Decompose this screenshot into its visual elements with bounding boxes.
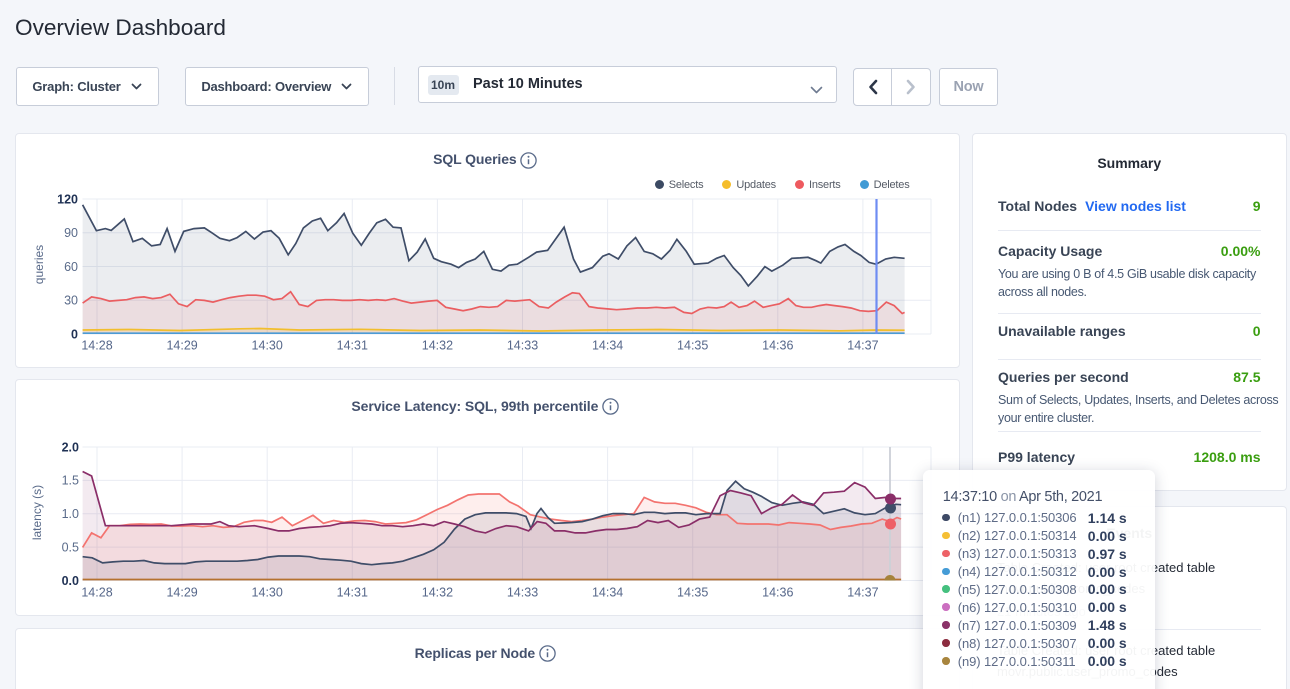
svg-text:14:28: 14:28 <box>81 338 112 352</box>
svg-text:14:32: 14:32 <box>422 338 453 352</box>
svg-text:14:34: 14:34 <box>592 585 623 599</box>
svg-text:14:30: 14:30 <box>252 338 283 352</box>
svg-text:14:29: 14:29 <box>166 338 197 352</box>
svg-text:14:32: 14:32 <box>422 585 453 599</box>
svg-text:14:31: 14:31 <box>337 338 368 352</box>
svg-text:60: 60 <box>64 260 78 274</box>
svg-text:14:30: 14:30 <box>252 585 283 599</box>
svg-text:14:37: 14:37 <box>847 338 878 352</box>
svg-text:14:33: 14:33 <box>507 338 538 352</box>
svg-text:90: 90 <box>64 226 78 240</box>
svg-text:120: 120 <box>57 192 78 206</box>
svg-text:14:34: 14:34 <box>592 338 623 352</box>
svg-text:0.5: 0.5 <box>62 540 79 554</box>
svg-text:14:36: 14:36 <box>762 338 793 352</box>
svg-text:latency (s): latency (s) <box>30 484 44 539</box>
svg-text:30: 30 <box>64 294 78 308</box>
svg-text:14:36: 14:36 <box>762 585 793 599</box>
svg-text:0.0: 0.0 <box>62 573 79 587</box>
svg-text:14:29: 14:29 <box>166 585 197 599</box>
svg-text:1.0: 1.0 <box>62 507 79 521</box>
svg-text:1.5: 1.5 <box>62 473 79 487</box>
svg-text:14:33: 14:33 <box>507 585 538 599</box>
svg-text:0: 0 <box>71 327 78 341</box>
svg-text:14:37: 14:37 <box>847 585 878 599</box>
svg-text:2.0: 2.0 <box>62 440 79 454</box>
svg-text:queries: queries <box>32 245 46 284</box>
svg-text:14:35: 14:35 <box>677 585 708 599</box>
svg-text:14:28: 14:28 <box>81 585 112 599</box>
svg-text:14:35: 14:35 <box>677 338 708 352</box>
svg-text:14:31: 14:31 <box>337 585 368 599</box>
